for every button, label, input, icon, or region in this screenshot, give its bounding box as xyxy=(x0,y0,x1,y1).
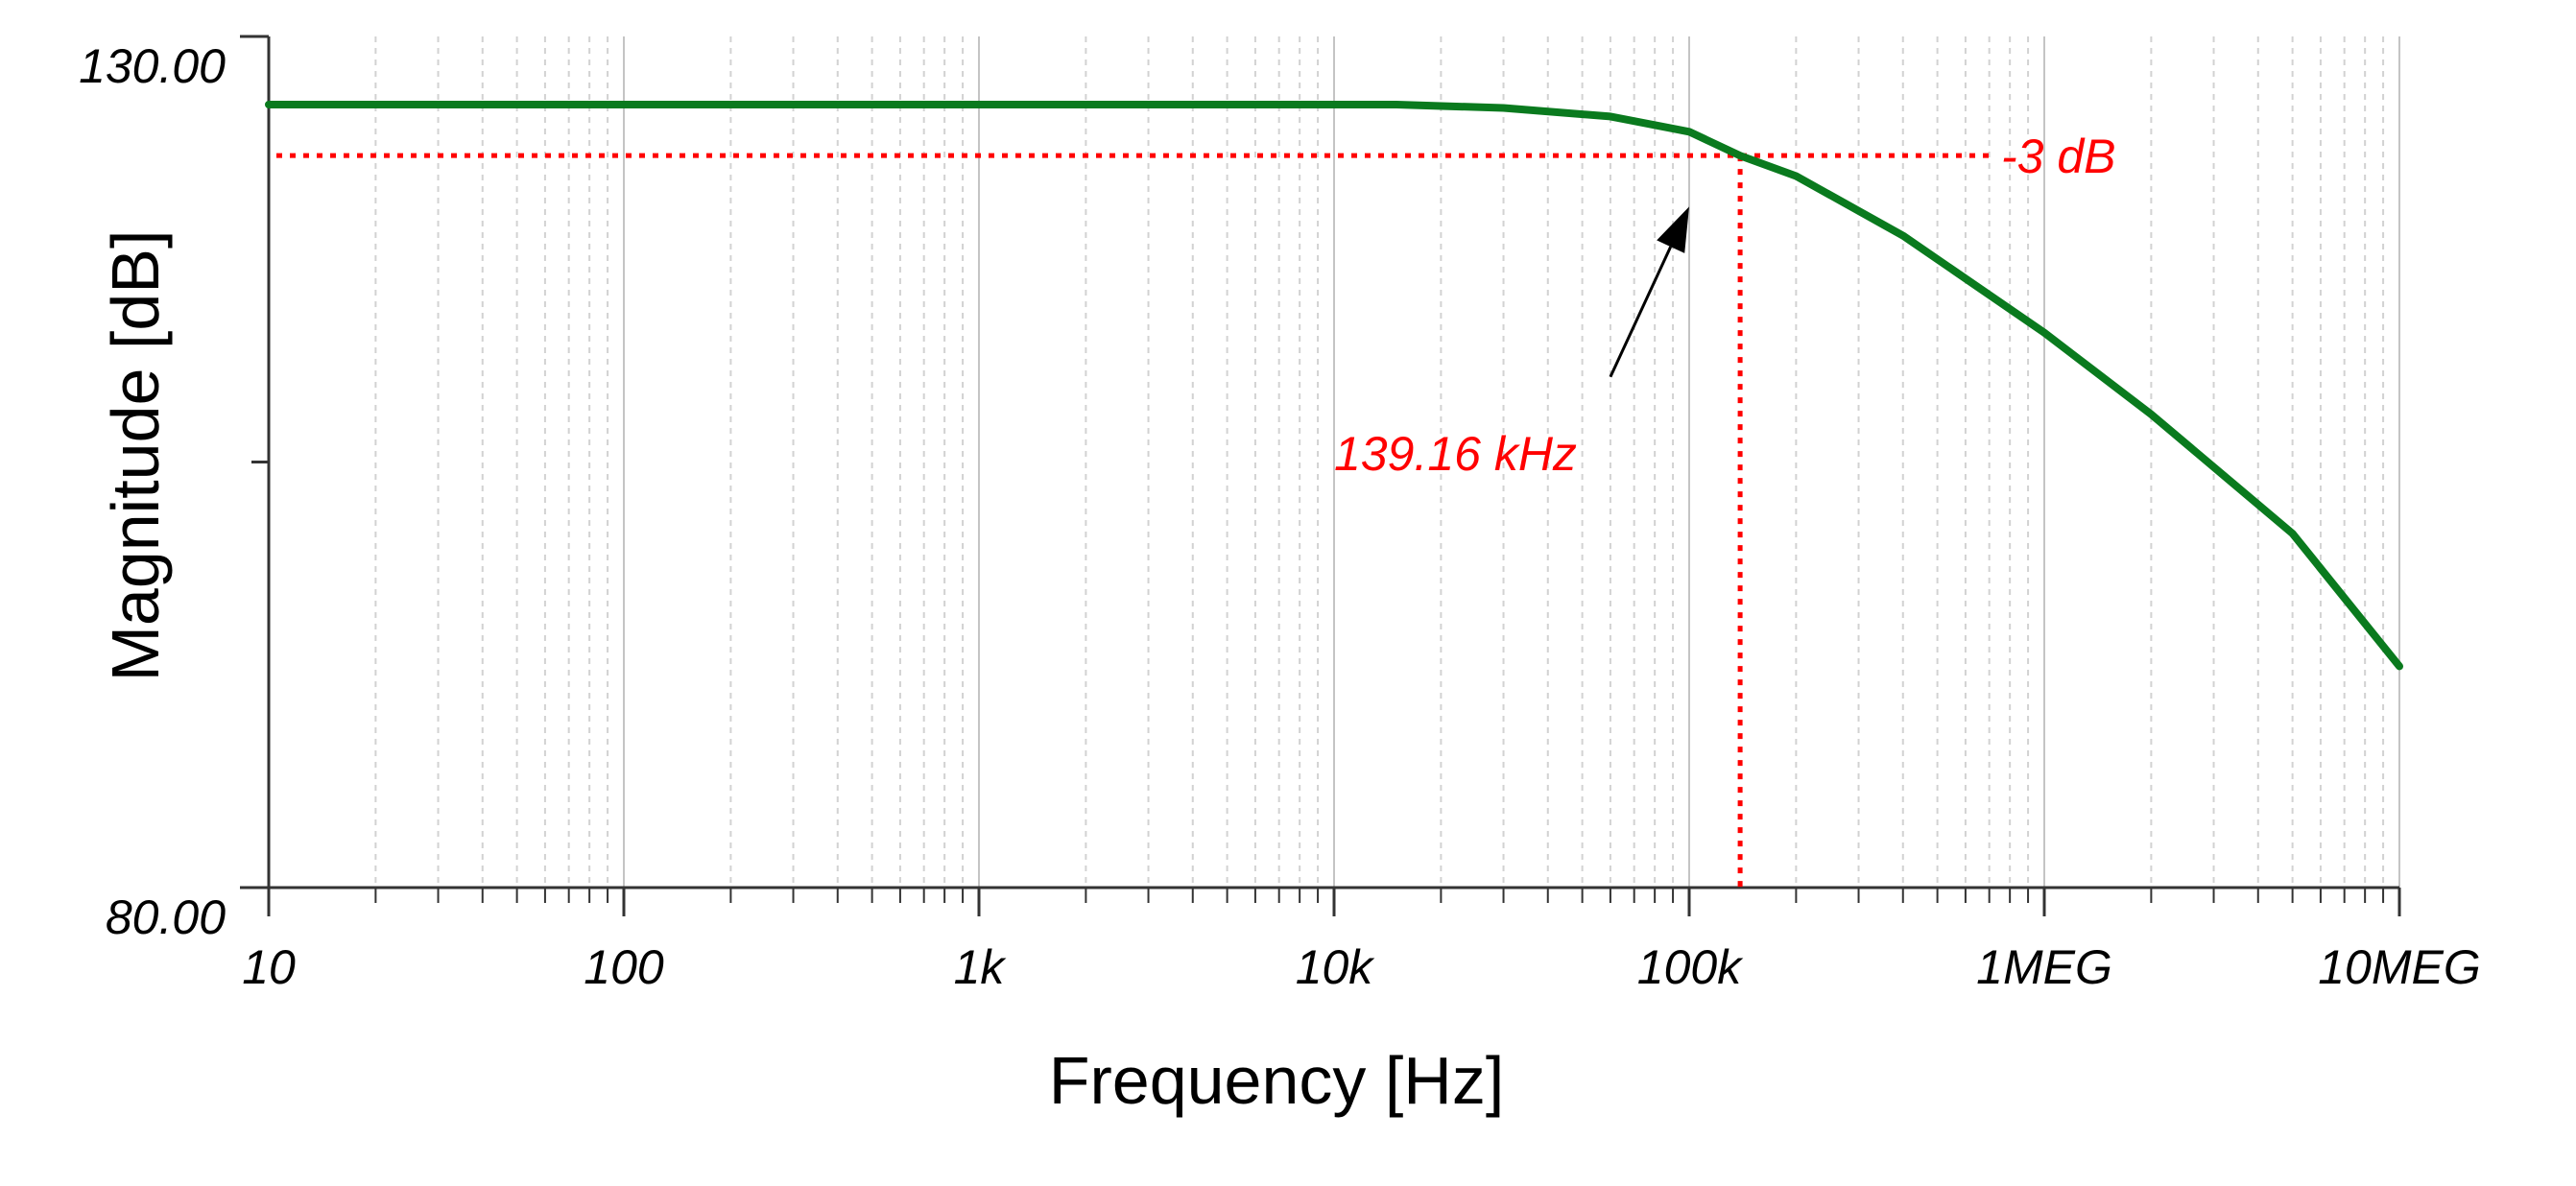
x-tick-label: 1k xyxy=(954,940,1008,994)
magnitude-series-line xyxy=(265,101,2403,671)
grid xyxy=(268,36,2400,888)
y-tick-label: 80.00 xyxy=(106,890,226,944)
x-tick-label: 100 xyxy=(584,940,664,994)
series-group xyxy=(265,101,2403,671)
x-tick-labels: 10 100 1k 10k 100k 1MEG 10MEG xyxy=(242,940,2481,994)
x-tick-label: 10 xyxy=(242,940,296,994)
y-axis-title: Magnitude [dB] xyxy=(98,230,173,682)
annotation-arrow-head xyxy=(1657,206,1689,253)
x-tick-label: 100k xyxy=(1637,940,1744,994)
y-tick-label: 130.00 xyxy=(79,39,226,93)
plot-frame xyxy=(240,35,2401,916)
cutoff-frequency-label: 139.16 kHz xyxy=(1334,427,1577,481)
x-tick-label: 10MEG xyxy=(2318,940,2481,994)
minus-3db-label: -3 dB xyxy=(2001,130,2116,183)
y-tick-labels: 130.00 80.00 xyxy=(79,39,226,944)
reference-lines xyxy=(276,153,1990,892)
annotation-group xyxy=(1609,206,1689,378)
annotation-arrow-shaft xyxy=(1609,246,1673,378)
x-tick-label: 1MEG xyxy=(1976,940,2112,994)
x-axis-title: Frequency [Hz] xyxy=(1049,1043,1505,1118)
x-tick-label: 10k xyxy=(1296,940,1376,994)
